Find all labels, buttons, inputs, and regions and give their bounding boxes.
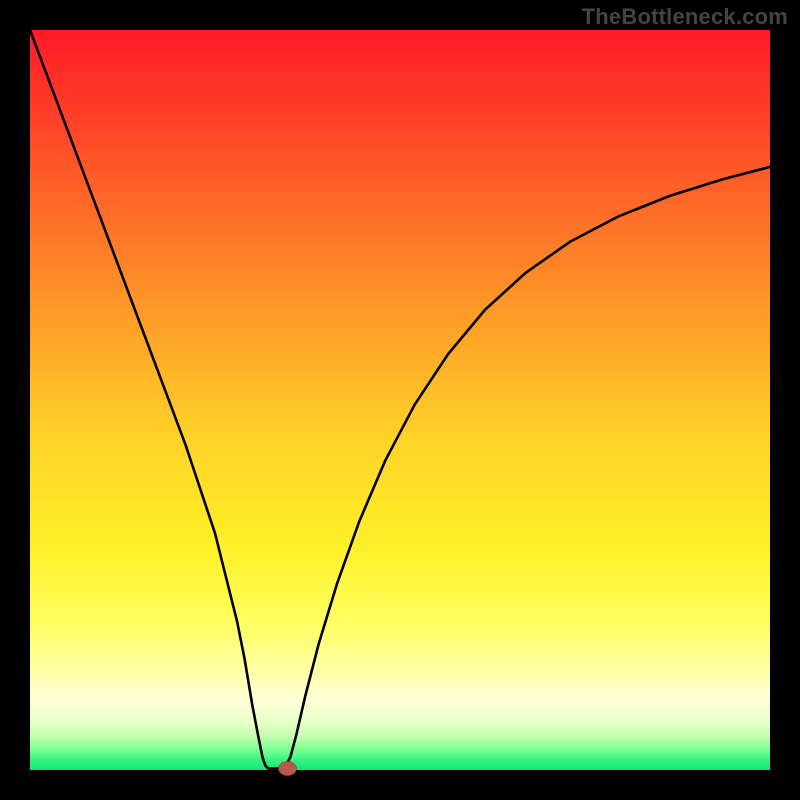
optimum-marker: [279, 762, 297, 776]
plot-background: [30, 30, 770, 770]
chart-frame: TheBottleneck.com: [0, 0, 800, 800]
watermark-text: TheBottleneck.com: [582, 4, 788, 30]
chart-svg: [0, 0, 800, 800]
